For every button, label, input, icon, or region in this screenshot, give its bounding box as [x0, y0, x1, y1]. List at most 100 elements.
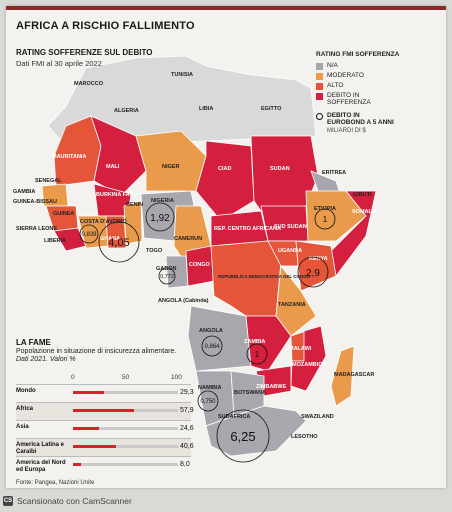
label-libia: LIBIA — [199, 106, 213, 112]
bar-value: 24,6 — [180, 425, 194, 432]
label-marocco: MAROCCO — [74, 81, 104, 87]
legend-swatch-moderato — [316, 73, 323, 80]
label-egitto: EGITTO — [261, 106, 282, 112]
bar-row: America del Nord ed Europa 8,0 — [16, 456, 191, 474]
region-gabon — [165, 255, 189, 289]
bar-row: Africa 57,9 — [16, 402, 194, 420]
label-lesotho: LESOTHO — [291, 434, 318, 440]
legend-item-bond: DEBITO IN EUROBOND A 5 ANNI — [316, 112, 441, 126]
label-niger: NIGER — [162, 164, 179, 170]
hunger-desc-text: Popolazione in situazione di insicurezza… — [16, 348, 177, 355]
bar-rows: Mondo 29,3 Africa 57,9 Asia 24,6 America Latin… — [16, 384, 194, 474]
label-guinea: GUINEA — [53, 211, 74, 217]
label-gambia: GAMBIA — [13, 189, 35, 195]
label-nigeria: NIGERIA — [151, 198, 174, 204]
bar-row: Mondo 29,3 — [16, 384, 194, 402]
scanner-watermark: CS Scansionato con CamScanner — [3, 496, 132, 506]
region-togo-benin — [123, 200, 143, 245]
label-uganda: UGANDA — [278, 248, 302, 254]
bond-sudafrica: 6,25 — [216, 409, 270, 463]
label-costa-davorio: COSTA D'AVORIO — [80, 219, 127, 225]
africa-map: MAROCCO TUNISIA ALGERIA LIBIA EGITTO MAU… — [13, 55, 377, 463]
legend-item-debito: DEBITO IN SOFFERENZA — [316, 92, 441, 106]
legend: RATING FMI SOFFERENZA N/A MODERATO ALTO … — [316, 51, 441, 134]
label-sud-sudan: SUD SUDAN — [274, 224, 307, 230]
label-sudan: SUDAN — [270, 166, 290, 172]
legend-item-alto: ALTO — [316, 82, 441, 90]
label-eritrea: ERITREA — [322, 170, 346, 176]
top-rule — [6, 6, 446, 10]
bar-fill — [73, 409, 134, 412]
axis-tick-50: 50 — [122, 374, 130, 381]
legend-item-na: N/A — [316, 62, 441, 70]
label-guinea-bissau: GUINEA-BISSAU — [13, 199, 57, 205]
bar-fill — [73, 391, 104, 394]
bar-axis: 0 50 100 — [16, 374, 191, 384]
label-botswana: BOTSWANA — [234, 390, 266, 396]
legend-swatch-na — [316, 63, 323, 70]
legend-item-moderato: MODERATO — [316, 72, 441, 80]
legend-label-debito: DEBITO IN SOFFERENZA — [327, 92, 371, 106]
bond-etiopia: 1 — [314, 208, 336, 230]
source-note: Fonte: Pangea, Nazioni Unite — [16, 480, 95, 486]
region-madagascar — [330, 345, 355, 407]
label-angola: ANGOLA — [199, 328, 223, 334]
bar-track — [73, 427, 178, 430]
label-algeria: ALGERIA — [114, 108, 139, 114]
label-camerun: CAMERUN — [174, 236, 202, 242]
bond-value-kenya: 2,9 — [306, 268, 320, 279]
bond-value-nigeria: 1,92 — [150, 213, 170, 224]
label-ghana: GHANA — [100, 236, 120, 242]
legend-label-alto: ALTO — [327, 82, 344, 89]
legend-swatch-alto — [316, 83, 323, 90]
legend-label-moderato: MODERATO — [327, 72, 364, 79]
bond-namibia: 0,750 — [197, 390, 219, 412]
bond-value-sudafrica: 6,25 — [230, 429, 255, 444]
hunger-desc-italic: Dati 2021. Valori % — [16, 356, 76, 363]
bar-row: Asia 24,6 — [16, 420, 194, 438]
bar-fill — [73, 445, 116, 448]
region-sudafrica — [205, 405, 307, 457]
label-gibuti: GIBUTI — [353, 192, 372, 198]
label-kenya: KENYA — [309, 256, 328, 262]
bar-track — [73, 445, 178, 448]
label-ciad: CIAD — [218, 166, 231, 172]
hunger-title: LA FAME — [16, 338, 51, 347]
label-rdc: REPUBBLICA DEMOCRATICA DEL CONGO — [218, 274, 311, 279]
bond-nigeria: 1,92 — [145, 202, 175, 232]
label-mozambico: MOZAMBICO — [292, 362, 327, 368]
legend-swatch-debito — [316, 93, 323, 100]
region-north-africa — [47, 55, 317, 147]
bar-value: 40,6 — [180, 443, 194, 450]
region-mozambico — [290, 325, 327, 392]
region-tanzania — [275, 264, 317, 337]
label-tunisia: TUNISIA — [171, 72, 193, 78]
region-zambia — [245, 315, 292, 372]
bar-track — [73, 391, 178, 394]
hunger-section: LA FAME Popolazione in situazione di ins… — [16, 338, 186, 364]
bar-label: Mondo — [16, 388, 36, 394]
map-date: Dati FMI al 30 aprile 2022 — [16, 59, 102, 68]
axis-tick-100: 100 — [171, 374, 182, 381]
map-subtitle: RATING SOFFERENZE SUL DEBITO — [16, 48, 153, 57]
bond-value-ghana: 4,05 — [108, 237, 129, 249]
label-namibia: NAMIBIA — [198, 385, 222, 391]
camscanner-logo-icon: CS — [3, 496, 13, 506]
bond-value-namibia: 0,750 — [200, 399, 216, 405]
bond-angola: 0,864 — [201, 335, 223, 357]
legend-title: RATING FMI SOFFERENZA — [316, 51, 400, 58]
label-congo: CONGO — [189, 262, 211, 268]
bond-ghana: 4,05 — [98, 221, 140, 263]
bar-row: America Latina e Caraibi 40,6 — [16, 438, 194, 456]
region-angola — [187, 305, 252, 372]
bond-zambia: 1 — [246, 343, 268, 365]
legend-label-na: N/A — [327, 62, 338, 69]
label-burkina-faso: BURKINA FASO — [96, 192, 138, 198]
bar-value: 8,0 — [180, 461, 190, 468]
bond-gabon: 0,772 — [158, 267, 176, 285]
label-senegal: SENEGAL — [35, 178, 62, 184]
page-title: AFRICA A RISCHIO FALLIMENTO — [16, 20, 195, 32]
label-zambia: ZAMBIA — [244, 339, 265, 345]
label-benin: BENIN — [126, 202, 143, 208]
legend-bond-circle-icon — [316, 113, 323, 120]
